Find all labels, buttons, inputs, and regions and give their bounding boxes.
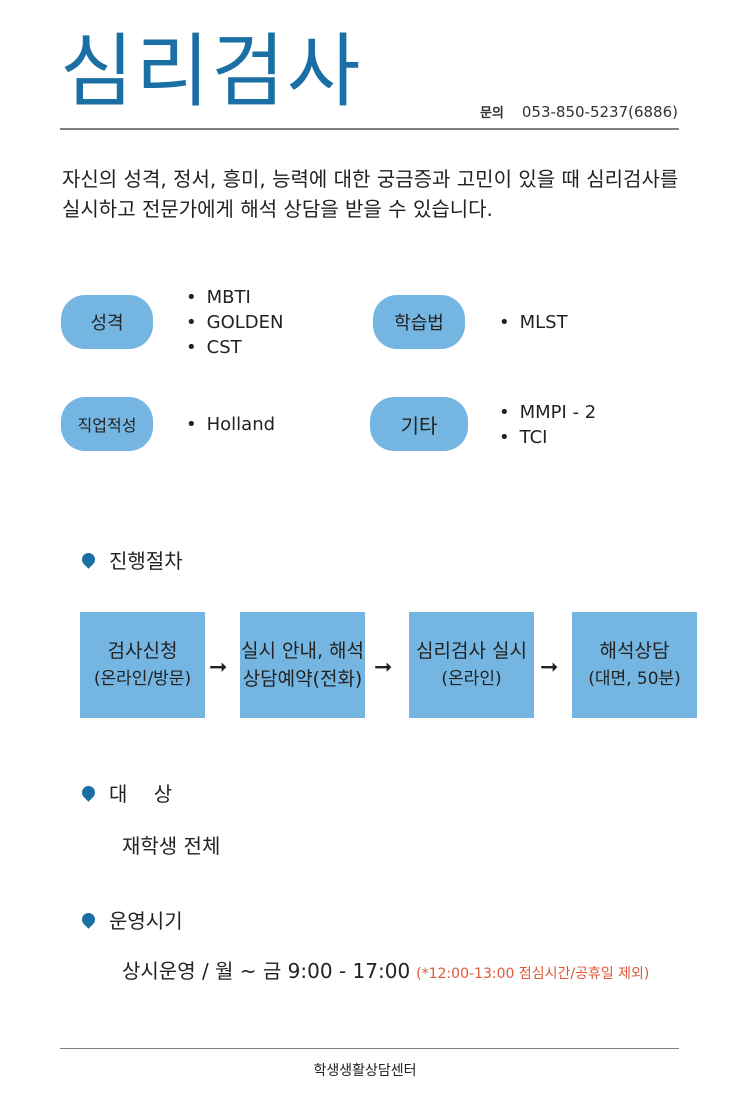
arrow-right-icon: ➞ [209, 655, 228, 680]
arrow-right-icon: ➞ [540, 655, 559, 680]
category-other: 기타 [370, 397, 468, 451]
footer-text: 학생생활상담센터 [313, 1063, 417, 1079]
procedure-step: 심리검사 실시 (온라인) [409, 612, 534, 718]
procedure-heading: 진행절차 [79, 545, 183, 574]
category-learning: 학습법 [373, 295, 465, 349]
list-item: Holland [186, 412, 275, 437]
procedure-heading-text: 진행절차 [109, 549, 183, 573]
target-text: 재학생 전체 [122, 834, 221, 858]
hours-line: 상시운영 / 월 ~ 금 9:00 - 17:00 (*12:00-13:00 점… [122, 955, 649, 984]
category-career-list: Holland [186, 412, 275, 437]
intro-text: 자신의 성격, 정서, 흥미, 능력에 대한 궁금증과 고민이 있을 때 심리검… [62, 167, 679, 221]
arrow-right-icon: ➞ [374, 655, 393, 680]
step-detail: (대면, 50분) [588, 669, 681, 689]
hours-text: 상시운영 / 월 ~ 금 9:00 - 17:00 [122, 959, 411, 983]
list-item: TCI [499, 425, 596, 450]
hours-heading: 운영시기 [79, 905, 183, 934]
step-detail: (온라인/방문) [93, 669, 192, 689]
bullet-drop-icon [79, 550, 98, 569]
step-title: 해석상담 [599, 640, 670, 662]
target-heading-text: 대 상 [109, 782, 173, 806]
contact-label: 문의 [479, 106, 504, 121]
step-detail: 상담예약(전화) [242, 668, 363, 690]
category-personality-list: MBTI GOLDEN CST [186, 285, 284, 360]
step-detail: (온라인) [441, 669, 502, 689]
target-heading: 대 상 [79, 778, 173, 807]
footer-divider [60, 1048, 679, 1049]
step-title: 실시 안내, 해석 [241, 640, 364, 662]
bullet-drop-icon [79, 910, 98, 929]
category-other-list: MMPI - 2 TCI [499, 400, 597, 450]
category-learning-list: MLST [499, 310, 568, 335]
list-item: MMPI - 2 [499, 400, 597, 425]
list-item: MLST [499, 310, 568, 335]
list-item: GOLDEN [186, 310, 284, 335]
category-personality: 성격 [61, 295, 153, 349]
page-title: 심리검사 [60, 25, 363, 118]
category-career: 직업적성 [61, 397, 153, 451]
bullet-drop-icon [79, 783, 98, 802]
procedure-step: 해석상담 (대면, 50분) [572, 612, 697, 718]
list-item: MBTI [186, 285, 283, 310]
contact-phone: 053-850-5237(6886) [521, 103, 678, 121]
list-item: CST [186, 335, 283, 360]
procedure-step: 검사신청 (온라인/방문) [80, 612, 205, 718]
step-title: 심리검사 실시 [416, 640, 527, 662]
hours-note: (*12:00-13:00 점심시간/공휴일 제외) [416, 966, 650, 982]
header-divider [60, 128, 679, 130]
hours-heading-text: 운영시기 [109, 909, 183, 933]
contact: 문의 053-850-5237(6886) [480, 102, 678, 121]
step-title: 검사신청 [107, 640, 178, 662]
